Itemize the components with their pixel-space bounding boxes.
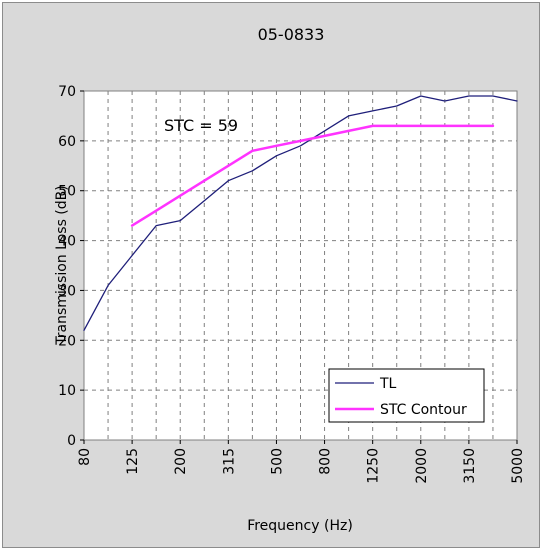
y-tick-label: 20: [58, 333, 76, 349]
x-tick-label: 3150: [462, 448, 478, 484]
x-tick-label: 80: [77, 448, 93, 466]
series-line-tl: [83, 95, 518, 331]
legend-label-tl: TL: [379, 376, 397, 392]
legend-box: [328, 368, 485, 423]
axes: 0 10 20 30 40 50 60 70 80 125 200 315 500 800 1250 2000…: [58, 84, 526, 484]
x-tick-label: 800: [318, 448, 334, 475]
y-tick-label: 30: [58, 283, 76, 299]
legend: TL STC Contour: [328, 368, 485, 423]
x-tick-label: 5000: [510, 448, 526, 484]
x-axis-label: Frequency (Hz): [247, 518, 353, 534]
x-tick-label: 200: [173, 448, 189, 475]
y-tick-label: 0: [67, 433, 76, 449]
chart-title: 05-0833: [258, 25, 325, 44]
y-tick-label: 60: [58, 134, 76, 150]
x-tick-label: 500: [269, 448, 285, 475]
y-tick-label: 10: [58, 383, 76, 399]
stc-annotation: STC = 59: [164, 116, 238, 135]
y-tick-label: 70: [58, 84, 76, 100]
series-line-stc-contour: [130, 124, 495, 227]
legend-label-stc-contour: STC Contour: [380, 402, 467, 418]
y-tick-label: 50: [58, 184, 76, 200]
y-tick-label: 40: [58, 234, 76, 250]
series-layer: [83, 95, 518, 331]
x-tick-label: 315: [221, 448, 237, 475]
x-tick-label: 125: [125, 448, 141, 475]
x-tick-label: 2000: [414, 448, 430, 484]
x-tick-label: 1250: [366, 448, 382, 484]
y-axis-label: Transmission Loss (dB): [54, 185, 70, 345]
